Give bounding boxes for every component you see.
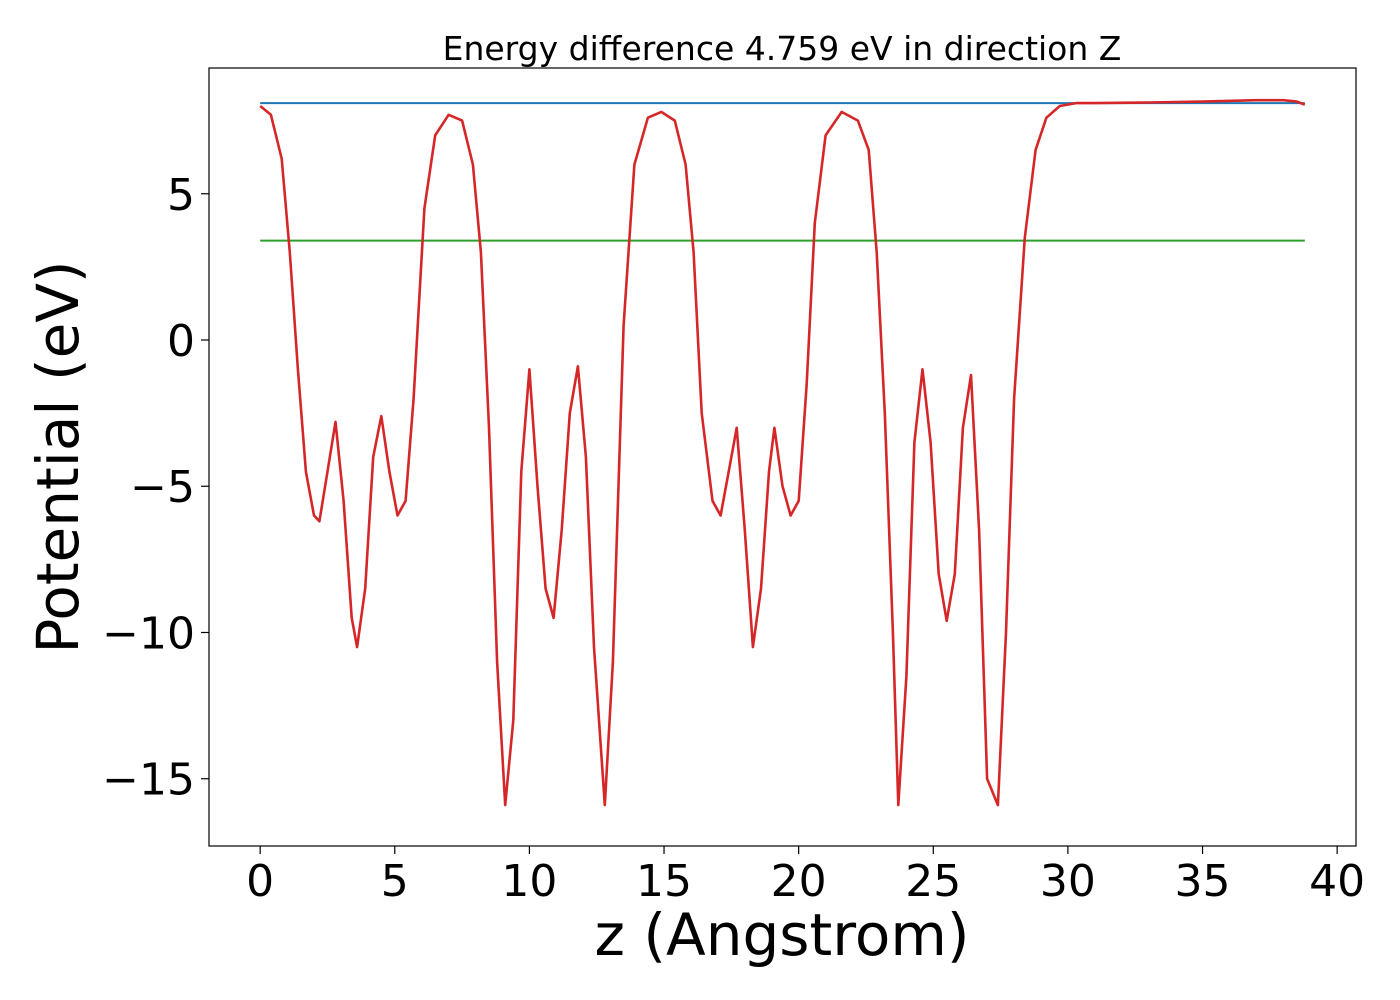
y-tick-label: 5	[167, 170, 195, 221]
x-tick-label: 35	[1175, 856, 1231, 907]
y-tick-label: −10	[102, 608, 195, 659]
x-tick-label: 10	[501, 856, 557, 907]
x-axis-label: z (Angstrom)	[595, 901, 970, 969]
y-axis-label: Potential (eV)	[24, 260, 92, 653]
tick-layer: 0 5 10 15 20 25 30 35 40 5 0 −5 −10 −15	[102, 170, 1365, 907]
chart-title: Energy difference 4.759 eV in direction …	[443, 29, 1122, 68]
x-tick-label: 20	[771, 856, 827, 907]
series-line-3	[259, 98, 1306, 807]
x-tick-label: 15	[636, 856, 692, 907]
y-tick-label: 0	[167, 316, 195, 367]
x-tick-label: 40	[1309, 856, 1365, 907]
x-tick-label: 25	[905, 856, 961, 907]
y-tick-label: −15	[102, 755, 195, 806]
x-tick-label: 30	[1040, 856, 1096, 907]
y-tick-label: −5	[130, 462, 195, 513]
series-layer	[259, 98, 1306, 807]
x-tick-label: 0	[246, 856, 274, 907]
x-tick-label: 5	[381, 856, 409, 907]
plot-frame	[208, 67, 1357, 847]
